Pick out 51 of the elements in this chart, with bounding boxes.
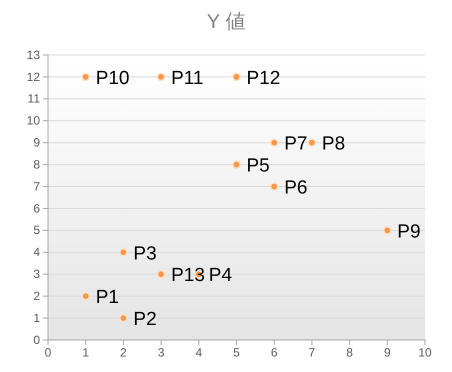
y-tick-label: 13 — [26, 48, 40, 62]
point — [119, 248, 128, 257]
point — [156, 270, 166, 279]
point — [81, 292, 90, 300]
x-tick-label: 5 — [233, 346, 240, 360]
annotation: P3 — [133, 243, 157, 264]
annotation: P10 — [96, 68, 130, 89]
x-tick-label: 2 — [120, 346, 128, 360]
point — [382, 226, 392, 235]
y-tick-label: 3 — [33, 267, 40, 282]
y-tick-label: 9 — [33, 136, 40, 150]
point — [156, 72, 166, 82]
annotation: P7 — [284, 134, 308, 155]
y-tick-label: 1 — [33, 310, 40, 325]
point — [308, 138, 316, 148]
y-tick-label: 8 — [33, 157, 40, 172]
annotation: P13 — [171, 265, 205, 286]
annotation: P4 — [208, 265, 232, 286]
x-tick-label: 0 — [44, 346, 52, 360]
y-tick-label: 5 — [33, 223, 40, 238]
y-tick-label: 2 — [33, 288, 40, 303]
x-tick-label: 4 — [195, 346, 202, 360]
x-tick-label: 3 — [158, 346, 165, 360]
annotation: P5 — [246, 156, 270, 177]
annotation: P6 — [284, 178, 308, 199]
y-tick-label: 0 — [33, 332, 40, 347]
y-tick-label: 7 — [33, 179, 40, 194]
point — [119, 314, 128, 322]
point — [232, 72, 241, 82]
x-tick-label: 9 — [384, 346, 391, 360]
x-tick-label: 10 — [418, 346, 432, 360]
annotation: P11 — [171, 68, 204, 89]
point — [270, 182, 279, 191]
annotation: P8 — [322, 134, 346, 155]
y-tick-label: 4 — [33, 245, 40, 260]
point — [270, 138, 279, 148]
x-tick-label: 1 — [82, 346, 90, 360]
x-tick-label: 8 — [346, 346, 354, 360]
annotation: P9 — [397, 221, 421, 242]
y-tick-label: 10 — [26, 114, 40, 128]
y-tick-label: 6 — [33, 201, 40, 216]
x-tick-label: 6 — [270, 346, 278, 360]
annotation: P2 — [133, 309, 157, 330]
point — [232, 160, 241, 169]
x-tick-label: 7 — [308, 346, 316, 360]
y-tick-label: 11 — [28, 92, 40, 106]
y-tick-label: 12 — [26, 70, 40, 84]
annotation: P12 — [246, 68, 280, 89]
annotation: P1 — [96, 287, 119, 308]
point — [81, 72, 90, 82]
chart-title: Y 値 — [206, 11, 246, 33]
